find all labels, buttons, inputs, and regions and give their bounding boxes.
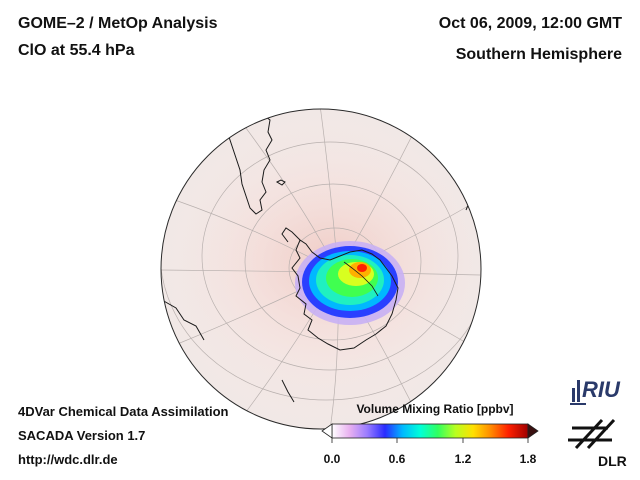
- antarctica-coastline: [291, 239, 399, 351]
- colorbar-tick-label: 1.2: [454, 452, 472, 466]
- footer-version: SACADA Version 1.7: [18, 428, 146, 443]
- riu-logo: RIU: [570, 377, 621, 405]
- footer-method: 4DVar Chemical Data Assimilation: [18, 404, 229, 419]
- colorbar-min-arrow: [321, 423, 333, 439]
- australia-coastline: [161, 299, 205, 341]
- colorbar-max-arrow: [527, 423, 539, 439]
- colorbar-tick-label: 0.0: [323, 452, 341, 466]
- dlr-logo-text: DLR: [598, 453, 627, 469]
- globe: [160, 108, 482, 430]
- clo-field: [295, 241, 405, 325]
- colorbar-gradient: [331, 423, 529, 439]
- antarctic-peninsula: [281, 227, 301, 243]
- species-level-label: ClO at 55.4 hPa: [18, 42, 135, 59]
- colorbar-tick-label: 1.8: [519, 452, 537, 466]
- colorbar-tick-label: 0.6: [388, 452, 406, 466]
- riu-logo-text: RIU: [582, 377, 621, 402]
- dlr-logo: DLR: [568, 418, 627, 469]
- falkland-islands: [275, 179, 286, 186]
- colorbar: [321, 423, 539, 443]
- footer-url: http://wdc.dlr.de: [18, 452, 118, 467]
- page-title: GOME–2 / MetOp Analysis: [18, 15, 218, 32]
- ice-shelf-line: [343, 261, 379, 297]
- date-label: Oct 06, 2009, 12:00 GMT: [438, 15, 622, 32]
- new-zealand-coastline: [281, 379, 295, 403]
- hemisphere-label: Southern Hemisphere: [455, 46, 622, 63]
- colorbar-title: Volume Mixing Ratio [ppbv]: [356, 402, 514, 416]
